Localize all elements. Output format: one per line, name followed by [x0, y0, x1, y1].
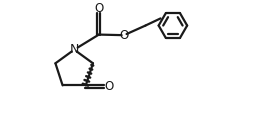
- Text: N: N: [69, 43, 79, 56]
- Text: O: O: [104, 80, 114, 93]
- Text: O: O: [94, 2, 104, 15]
- Text: O: O: [120, 29, 129, 42]
